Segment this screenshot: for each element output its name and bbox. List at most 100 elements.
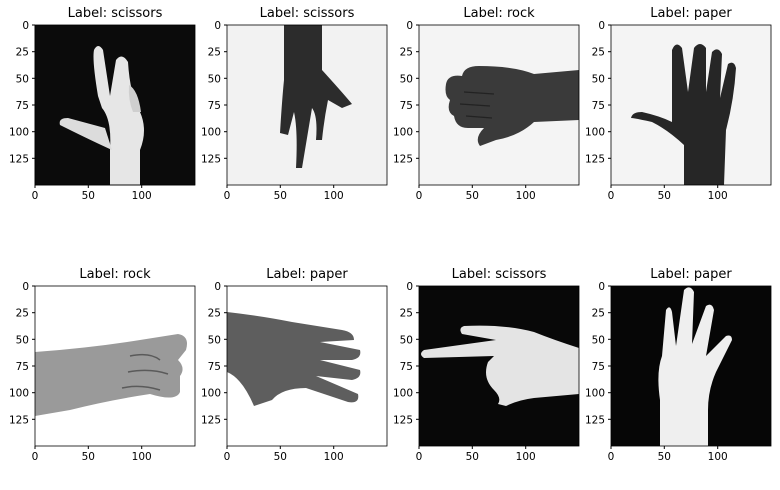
panel-title: Label: rock	[463, 6, 535, 21]
tick-label: 75	[400, 100, 413, 112]
x-axis: 0 50 100	[608, 446, 728, 463]
image-panel-4: Label: paper 0 25 50 75 100 125 0 50 100	[576, 0, 772, 230]
tick-label: 0	[22, 281, 29, 293]
tick-label: 25	[16, 47, 29, 59]
x-axis: 0 50 100	[608, 185, 728, 202]
tick-label: 0	[224, 190, 231, 202]
tick-label: 75	[16, 361, 29, 373]
x-axis: 0 50 100	[32, 446, 152, 463]
tick-label: 100	[393, 127, 413, 139]
tick-label: 100	[324, 190, 344, 202]
y-axis: 0 25 50 75 100 125	[393, 281, 419, 426]
panel-title: Label: paper	[266, 267, 348, 282]
panel-5-figure: Label: rock 0 25 50 75 100 125 0 50 100	[9, 267, 196, 463]
tick-label: 0	[214, 281, 221, 293]
tick-label: 25	[16, 308, 29, 320]
tick-label: 125	[585, 414, 605, 426]
tick-label: 100	[708, 451, 728, 463]
tick-label: 25	[208, 47, 221, 59]
panel-2-figure: Label: scissors 0 25 50 75 100 125 0 50 …	[201, 6, 388, 202]
tick-label: 50	[466, 190, 479, 202]
hand-scissors-image	[280, 25, 352, 168]
tick-label: 100	[708, 190, 728, 202]
y-axis: 0 25 50 75 100 125	[201, 20, 227, 165]
image-panel-1: Label: scissors 0 25 50 75 100 125 0 50 …	[0, 0, 196, 230]
tick-label: 50	[658, 451, 671, 463]
y-axis: 0 25 50 75 100 125	[585, 20, 611, 165]
tick-label: 75	[592, 100, 605, 112]
tick-label: 100	[201, 388, 221, 400]
panel-4-figure: Label: paper 0 25 50 75 100 125 0 50 100	[585, 6, 772, 202]
panel-3-figure: Label: rock 0 25 50 75 100 125 0 50 100	[393, 6, 580, 202]
tick-label: 0	[32, 451, 39, 463]
x-axis: 0 50 100	[416, 185, 536, 202]
tick-label: 75	[208, 100, 221, 112]
tick-label: 25	[400, 308, 413, 320]
image-panel-8: Label: paper 0 25 50 75 100 125 0 50 100	[576, 260, 772, 490]
tick-label: 0	[214, 20, 221, 32]
tick-label: 50	[82, 190, 95, 202]
tick-label: 100	[9, 127, 29, 139]
panel-title: Label: scissors	[452, 267, 547, 282]
hand-paper-image	[658, 287, 732, 446]
tick-label: 50	[592, 73, 605, 85]
tick-label: 50	[16, 334, 29, 346]
image-panel-2: Label: scissors 0 25 50 75 100 125 0 50 …	[192, 0, 388, 230]
panel-8-figure: Label: paper 0 25 50 75 100 125 0 50 100	[585, 267, 772, 463]
tick-label: 125	[201, 153, 221, 165]
panel-title: Label: paper	[650, 267, 732, 282]
tick-label: 50	[274, 190, 287, 202]
tick-label: 100	[585, 388, 605, 400]
x-axis: 0 50 100	[32, 185, 152, 202]
tick-label: 75	[400, 361, 413, 373]
tick-label: 0	[608, 190, 615, 202]
tick-label: 125	[201, 414, 221, 426]
tick-label: 100	[516, 451, 536, 463]
tick-label: 100	[201, 127, 221, 139]
tick-label: 50	[400, 73, 413, 85]
tick-label: 0	[598, 281, 605, 293]
tick-label: 100	[132, 451, 152, 463]
x-axis: 0 50 100	[416, 446, 536, 463]
panel-title: Label: scissors	[260, 6, 355, 21]
tick-label: 25	[400, 47, 413, 59]
hand-paper-image	[227, 312, 361, 406]
hand-scissors-image	[421, 325, 579, 406]
tick-label: 100	[585, 127, 605, 139]
x-axis: 0 50 100	[224, 185, 344, 202]
y-axis: 0 25 50 75 100 125	[9, 281, 35, 426]
tick-label: 75	[16, 100, 29, 112]
panel-title: Label: scissors	[68, 6, 163, 21]
tick-label: 25	[592, 47, 605, 59]
tick-label: 50	[658, 190, 671, 202]
tick-label: 0	[32, 190, 39, 202]
y-axis: 0 25 50 75 100 125	[9, 20, 35, 165]
tick-label: 75	[208, 361, 221, 373]
hand-scissors-image	[59, 46, 144, 185]
tick-label: 50	[400, 334, 413, 346]
tick-label: 100	[9, 388, 29, 400]
tick-label: 50	[208, 73, 221, 85]
image-panel-7: Label: scissors 0 25 50 75 100 125 0 50 …	[384, 260, 580, 490]
y-axis: 0 25 50 75 100 125	[393, 20, 419, 165]
tick-label: 50	[466, 451, 479, 463]
tick-label: 125	[9, 153, 29, 165]
image-panel-3: Label: rock 0 25 50 75 100 125 0 50 100	[384, 0, 580, 230]
image-panel-6: Label: paper 0 25 50 75 100 125 0 50 100	[192, 260, 388, 490]
tick-label: 0	[598, 20, 605, 32]
tick-label: 50	[592, 334, 605, 346]
hand-rock-image	[445, 66, 579, 146]
image-panel-5: Label: rock 0 25 50 75 100 125 0 50 100	[0, 260, 196, 490]
x-axis: 0 50 100	[224, 446, 344, 463]
tick-label: 0	[22, 20, 29, 32]
y-axis: 0 25 50 75 100 125	[585, 281, 611, 426]
tick-label: 50	[16, 73, 29, 85]
panel-6-figure: Label: paper 0 25 50 75 100 125 0 50 100	[201, 267, 388, 463]
tick-label: 0	[224, 451, 231, 463]
tick-label: 125	[393, 414, 413, 426]
hand-paper-image	[631, 44, 736, 185]
panel-title: Label: rock	[79, 267, 151, 282]
tick-label: 0	[406, 20, 413, 32]
panel-7-figure: Label: scissors 0 25 50 75 100 125 0 50 …	[393, 267, 580, 463]
panel-1-figure: Label: scissors 0 25 50 75 100 125 0 50 …	[9, 6, 196, 202]
